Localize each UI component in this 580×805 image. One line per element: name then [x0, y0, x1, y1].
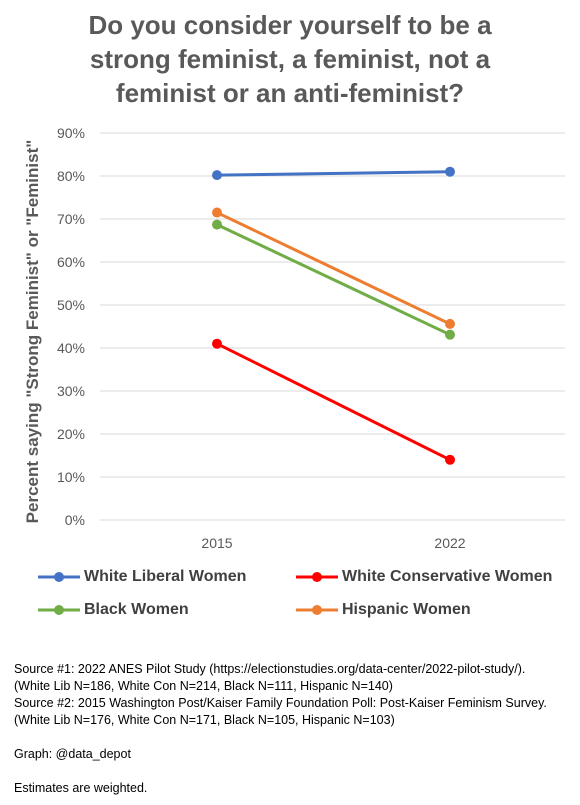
legend-item-hispanic-women: Hispanic Women: [296, 601, 471, 619]
series-line: [216, 170, 451, 177]
y-tick-label: 90%: [57, 125, 85, 141]
y-tick-label: 50%: [57, 297, 85, 313]
data-point: [445, 454, 455, 465]
y-tick-label: 70%: [57, 211, 85, 227]
source-2-line-2: (White Lib N=176, White Con N=171, Black…: [14, 713, 395, 727]
source-1-line-2: (White Lib N=186, White Con N=214, Black…: [14, 679, 393, 693]
legend-label: Hispanic Women: [342, 601, 471, 618]
y-tick-label: 20%: [57, 426, 85, 442]
chart-title: Do you consider yourself to be a strong …: [0, 8, 580, 110]
weighting-note: Estimates are weighted.: [14, 781, 148, 795]
legend-marker: [312, 605, 322, 615]
y-tick-label: 10%: [57, 469, 85, 485]
legend-swatch: [38, 572, 80, 582]
line-chart: 0% 10% 20% 30% 40% 50% 60% 70% 80% 90% 2015 2022 P…: [23, 125, 565, 551]
series-line: [216, 342, 451, 462]
title-line-1: Do you consider yourself to be a: [88, 10, 492, 40]
y-tick-label: 60%: [57, 254, 85, 270]
legend-label: White Conservative Women: [342, 568, 553, 585]
legend-marker: [54, 605, 64, 615]
legend-swatch: [296, 605, 338, 615]
data-point: [445, 329, 455, 340]
x-tick-label: 2015: [201, 535, 232, 551]
legend-marker: [54, 572, 64, 582]
x-axis-ticks: 2015 2022: [201, 535, 465, 551]
legend-label: Black Women: [84, 601, 189, 618]
legend-label: White Liberal Women: [84, 568, 247, 585]
title-line-2: strong feminist, a feminist, not a: [89, 44, 491, 74]
legend-item-white-liberal-women: White Liberal Women: [38, 568, 246, 586]
title-line-3: feminist or an anti-feminist?: [115, 78, 465, 108]
data-point: [212, 207, 222, 218]
data-point: [212, 338, 222, 349]
legend-item-white-conservative-women: White Conservative Women: [296, 568, 552, 586]
series-line: [216, 223, 451, 337]
source-2-line-1: Source #2: 2015 Washington Post/Kaiser F…: [14, 696, 547, 710]
data-point: [212, 170, 222, 181]
graph-credit: Graph: @data_depot: [14, 747, 131, 761]
y-tick-label: 30%: [57, 383, 85, 399]
legend-swatch: [38, 605, 80, 615]
legend-swatch: [296, 572, 338, 582]
y-axis-ticks: 0% 10% 20% 30% 40% 50% 60% 70% 80% 90%: [57, 125, 85, 528]
data-point: [445, 166, 455, 177]
y-axis-label: Percent saying "Strong Feminist" or "Fem…: [23, 140, 42, 524]
y-tick-label: 0%: [65, 512, 85, 528]
data-point: [212, 219, 222, 230]
gridlines: [100, 132, 565, 521]
source-notes: Source #1: 2022 ANES Pilot Study (https:…: [14, 661, 574, 797]
data-point: [445, 318, 455, 329]
source-1-line-1: Source #1: 2022 ANES Pilot Study (https:…: [14, 662, 526, 676]
legend-marker: [312, 572, 322, 582]
series-line: [216, 211, 451, 326]
x-tick-label: 2022: [434, 535, 465, 551]
series-layer: [212, 166, 455, 465]
legend-item-black-women: Black Women: [38, 601, 189, 619]
y-tick-label: 80%: [57, 168, 85, 184]
y-tick-label: 40%: [57, 340, 85, 356]
